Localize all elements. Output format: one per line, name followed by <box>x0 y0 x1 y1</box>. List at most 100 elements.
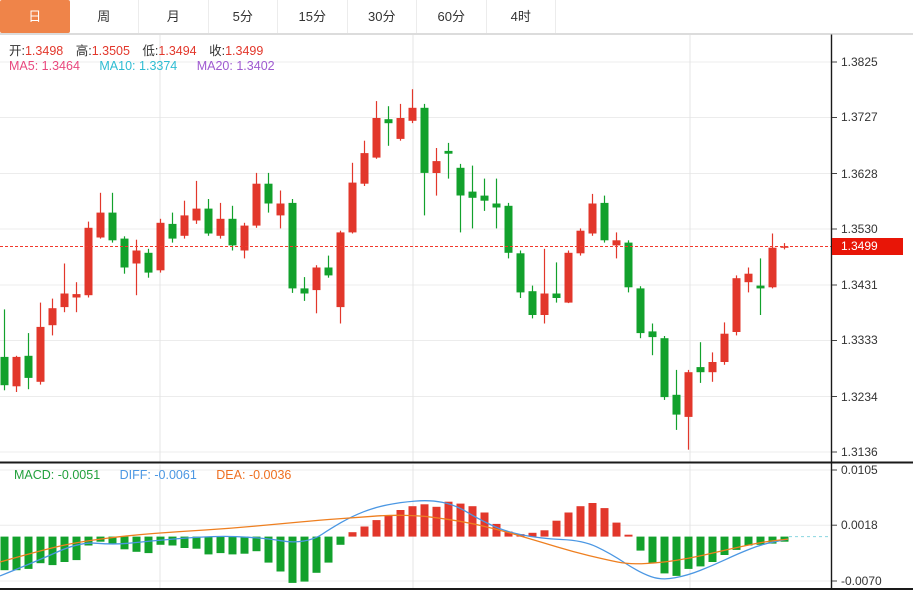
period-tab-5分[interactable]: 5分 <box>209 0 278 33</box>
macd-bar <box>540 530 549 537</box>
price-tick-label: 1.3530 <box>841 221 878 236</box>
candle-body <box>72 294 81 298</box>
macd-bar <box>300 536 309 582</box>
macd-bar <box>372 520 381 537</box>
candle-body <box>612 240 621 246</box>
macd-bar <box>348 532 357 537</box>
candle-body <box>108 212 117 241</box>
macd-bar <box>456 503 465 537</box>
candle-body <box>648 331 657 338</box>
candle-body <box>492 203 501 208</box>
macd-bar <box>396 510 405 537</box>
macd-bar <box>744 536 753 546</box>
macd-bar <box>480 512 489 537</box>
macd-bar <box>288 536 297 583</box>
candle-body <box>48 308 57 326</box>
macd-bar <box>216 536 225 554</box>
ma20-legend: MA20: 1.3402 <box>196 59 275 73</box>
candle-body <box>36 326 45 382</box>
high-value: 1.3505 <box>91 44 130 58</box>
macd-bar <box>612 522 621 537</box>
candle-body <box>756 285 765 289</box>
macd-bar <box>588 503 597 537</box>
macd-bar <box>168 536 177 546</box>
candle-body <box>516 253 525 293</box>
price-tick-label: 1.3136 <box>841 445 878 459</box>
candle-body <box>180 215 189 236</box>
candle-body <box>504 205 513 253</box>
macd-bar <box>684 536 693 569</box>
macd-bar <box>672 536 681 576</box>
candle-body <box>444 150 453 154</box>
price-tick-label: 1.3234 <box>841 389 878 404</box>
candle-body <box>252 183 261 226</box>
candle-body <box>696 367 705 373</box>
candle-body <box>396 118 405 139</box>
candle-body <box>588 203 597 234</box>
macd-bar <box>48 536 57 566</box>
candle-body <box>408 107 417 121</box>
macd-bar <box>768 536 777 544</box>
candle-body <box>336 232 345 308</box>
macd-bar <box>660 536 669 574</box>
macd-bar <box>12 536 21 571</box>
candle-body <box>0 356 9 386</box>
candle-body <box>540 293 549 315</box>
macd-bar <box>228 536 237 555</box>
macd-bar <box>312 536 321 573</box>
macd-bar <box>132 536 141 552</box>
diff-value-legend: DIFF: -0.0061 <box>119 468 197 482</box>
candle-body <box>120 238 129 268</box>
low-value: 1.3494 <box>158 44 197 58</box>
macd-bar <box>492 523 501 537</box>
macd-bar <box>204 536 213 555</box>
candle-body <box>732 278 741 332</box>
price-tick-label: 1.3825 <box>841 55 878 69</box>
candle-body <box>480 195 489 201</box>
ma5-legend: MA5: 1.3464 <box>9 59 80 73</box>
macd-bar <box>240 536 249 554</box>
macd-bar <box>144 536 153 554</box>
macd-legend: MACD: -0.0051 DIFF: -0.0061 DEA: -0.0036 <box>14 468 307 482</box>
macd-bar <box>432 506 441 537</box>
close-value: 1.3499 <box>225 44 264 58</box>
ma10-legend: MA10: 1.3374 <box>99 59 178 73</box>
period-tab-日[interactable]: 日 <box>0 0 70 33</box>
macd-bar <box>192 536 201 549</box>
candle-body <box>276 203 285 216</box>
macd-tick-label: 0.0105 <box>841 463 878 477</box>
macd-bar <box>180 536 189 548</box>
candle-body <box>576 230 585 254</box>
candle-body <box>432 161 441 173</box>
macd-bar <box>264 536 273 563</box>
period-tab-周[interactable]: 周 <box>70 0 139 33</box>
close-label: 收: <box>209 44 226 58</box>
macd-bar <box>624 534 633 537</box>
dea-line <box>0 514 789 565</box>
period-tab-15分[interactable]: 15分 <box>278 0 348 33</box>
candle-body <box>372 118 381 158</box>
candle-body <box>264 183 273 204</box>
period-tab-4时[interactable]: 4时 <box>487 0 556 33</box>
period-tab-60分[interactable]: 60分 <box>417 0 487 33</box>
open-value: 1.3498 <box>24 44 64 58</box>
price-tick-label: 1.3431 <box>841 278 878 293</box>
macd-bar <box>336 536 345 545</box>
period-tab-月[interactable]: 月 <box>139 0 209 33</box>
low-label: 低: <box>142 44 159 58</box>
macd-bar <box>696 536 705 567</box>
period-tab-30分[interactable]: 30分 <box>348 0 417 33</box>
macd-bar <box>420 504 429 537</box>
candle-body <box>24 355 33 378</box>
candle-body <box>564 252 573 303</box>
macd-bar <box>252 536 261 552</box>
candle-body <box>144 252 153 273</box>
candle-body <box>324 267 333 276</box>
macd-bar <box>720 536 729 555</box>
macd-bar <box>360 526 369 537</box>
macd-value-legend: MACD: -0.0051 <box>14 468 101 482</box>
dea-value-legend: DEA: -0.0036 <box>216 468 292 482</box>
period-tab-bar: 日周月 5分 15分 30分 60分 4时 <box>0 0 913 34</box>
